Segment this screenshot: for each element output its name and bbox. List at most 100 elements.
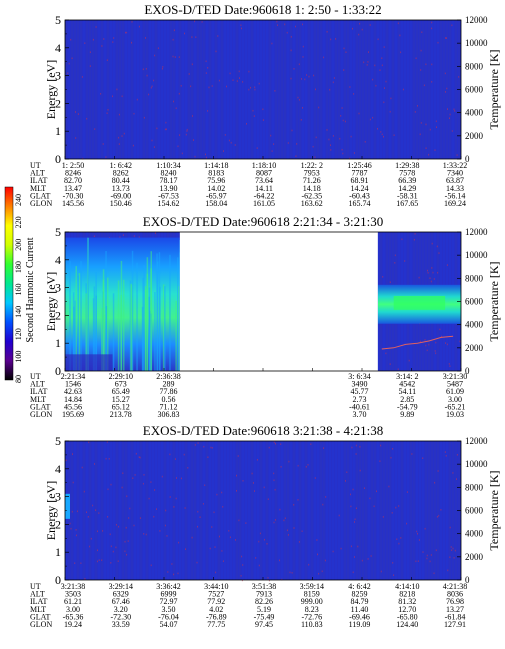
ephemeris-value: -62.35 bbox=[301, 191, 322, 200]
noise-speckle bbox=[177, 145, 179, 148]
y2-tick-label: 8000 bbox=[465, 273, 484, 283]
ephemeris-value: 6329 bbox=[113, 590, 129, 599]
noise-speckle bbox=[341, 148, 343, 151]
noise-speckle bbox=[436, 245, 438, 248]
noise-speckle bbox=[392, 448, 394, 450]
spectrogram-column bbox=[353, 441, 355, 580]
noise-speckle bbox=[293, 504, 295, 506]
noise-speckle bbox=[352, 27, 353, 30]
spectrogram-column bbox=[362, 20, 364, 159]
left-burst-region bbox=[65, 237, 180, 371]
spectrogram-column bbox=[278, 20, 280, 159]
colorbar-tick-label: 220 bbox=[14, 216, 23, 228]
spectrogram-column bbox=[233, 441, 235, 580]
ephemeris-value: 13.73 bbox=[112, 184, 130, 193]
spectrogram-column bbox=[317, 441, 319, 580]
noise-speckle bbox=[86, 511, 87, 513]
ephemeris-table: UT 3:21:38 3:29:14 3:36:42 3:44:10 3:51:38 3:5… bbox=[30, 582, 467, 629]
spectrogram-column bbox=[260, 441, 262, 580]
left-burst-streak bbox=[175, 301, 177, 371]
noise-speckle bbox=[293, 527, 295, 529]
noise-speckle bbox=[180, 477, 182, 480]
noise-speckle bbox=[240, 575, 242, 577]
noise-speckle bbox=[437, 41, 439, 44]
ephemeris-value: 63.87 bbox=[446, 176, 464, 185]
noise-speckle bbox=[164, 524, 166, 527]
spectrogram-column bbox=[440, 20, 442, 159]
noise-speckle bbox=[165, 121, 167, 124]
noise-speckle bbox=[262, 108, 264, 111]
noise-speckle bbox=[379, 69, 381, 71]
noise-speckle bbox=[105, 457, 107, 460]
noise-speckle bbox=[345, 51, 347, 53]
ephemeris-value: 81.32 bbox=[398, 597, 416, 606]
noise-speckle bbox=[363, 61, 365, 64]
noise-speckle bbox=[279, 508, 281, 511]
noise-speckle bbox=[385, 80, 387, 83]
noise-speckle bbox=[207, 110, 209, 112]
ephemeris-value: 33.59 bbox=[112, 620, 130, 629]
noise-speckle bbox=[186, 128, 188, 131]
noise-speckle bbox=[325, 496, 327, 498]
spectrogram-column bbox=[221, 20, 223, 159]
y-tick-label: 2 bbox=[55, 308, 61, 322]
spectrogram-column bbox=[392, 441, 394, 580]
spectrogram-column bbox=[152, 441, 154, 580]
ephemeris-value: 127.91 bbox=[444, 620, 466, 629]
ephemeris-value: 2:21:34 bbox=[61, 372, 85, 381]
ephemeris-value: 72.97 bbox=[160, 597, 178, 606]
spectrogram-column bbox=[173, 441, 175, 580]
spectrogram-column bbox=[182, 20, 184, 159]
ephemeris-value: -67.53 bbox=[158, 191, 179, 200]
noise-speckle bbox=[358, 112, 360, 115]
noise-speckle bbox=[132, 144, 134, 147]
spectrogram-column bbox=[341, 441, 343, 580]
noise-speckle bbox=[107, 516, 109, 518]
noise-speckle bbox=[125, 526, 127, 529]
spectrogram-column bbox=[443, 20, 445, 159]
spectrogram-column bbox=[212, 441, 214, 580]
ephemeris-value: 3:29:14 bbox=[109, 582, 133, 591]
noise-speckle bbox=[431, 267, 433, 269]
spectrogram-column bbox=[227, 20, 229, 159]
noise-speckle bbox=[414, 233, 416, 235]
noise-speckle bbox=[377, 128, 378, 130]
ephemeris-value: 77.86 bbox=[160, 387, 178, 396]
noise-speckle bbox=[122, 234, 124, 236]
spectrogram-column bbox=[299, 441, 301, 580]
noise-speckle bbox=[392, 562, 394, 564]
noise-speckle bbox=[172, 55, 174, 58]
noise-speckle bbox=[317, 553, 318, 556]
left-burst-streak bbox=[87, 238, 89, 371]
spectrogram-column bbox=[365, 441, 367, 580]
spectrogram-column bbox=[101, 20, 103, 159]
noise-speckle bbox=[366, 64, 368, 66]
noise-speckle bbox=[126, 31, 128, 34]
spectrogram-column bbox=[356, 20, 358, 159]
noise-speckle bbox=[112, 550, 114, 553]
noise-speckle bbox=[398, 542, 400, 545]
noise-speckle bbox=[389, 363, 391, 365]
spectrogram-column bbox=[131, 441, 133, 580]
noise-speckle bbox=[271, 42, 273, 45]
noise-speckle bbox=[68, 62, 70, 65]
noise-speckle bbox=[435, 341, 437, 344]
noise-speckle bbox=[232, 79, 234, 81]
y2-tick-label: 10000 bbox=[465, 250, 488, 260]
noise-speckle bbox=[284, 517, 286, 519]
spectrogram-column bbox=[203, 20, 205, 159]
noise-speckle bbox=[156, 508, 157, 510]
noise-speckle bbox=[281, 578, 283, 581]
noise-speckle bbox=[98, 512, 100, 514]
noise-speckle bbox=[255, 557, 257, 559]
colorbar-tick-label: 100 bbox=[14, 351, 23, 363]
noise-speckle bbox=[132, 477, 134, 479]
noise-speckle bbox=[354, 521, 355, 523]
noise-speckle bbox=[70, 38, 72, 41]
noise-speckle bbox=[308, 75, 310, 78]
spectrogram-column bbox=[290, 20, 292, 159]
noise-speckle bbox=[297, 464, 299, 467]
noise-speckle bbox=[106, 441, 108, 443]
ephemeris-value: 13.27 bbox=[446, 605, 464, 614]
ephemeris-row-label: MLT bbox=[30, 395, 46, 404]
